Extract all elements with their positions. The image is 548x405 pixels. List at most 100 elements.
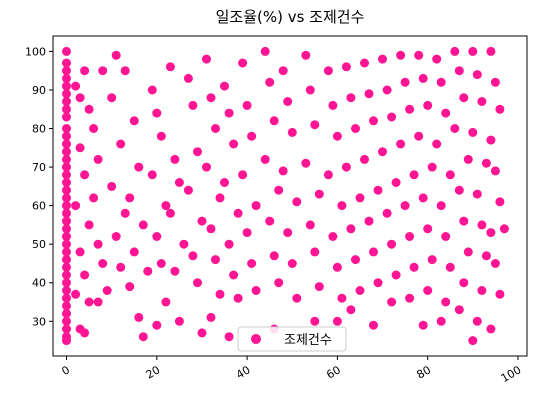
data-point (156, 259, 166, 268)
data-point (265, 77, 275, 87)
data-point (477, 286, 487, 295)
data-point (138, 332, 148, 342)
data-point (445, 262, 455, 272)
data-point (287, 259, 297, 268)
data-point (495, 289, 505, 299)
y-tick-label: 80 (32, 123, 46, 136)
data-point (427, 162, 437, 172)
data-point (179, 239, 189, 249)
data-point (323, 66, 333, 76)
data-point (427, 255, 437, 265)
x-tick-label: 20 (144, 363, 163, 381)
data-point (62, 201, 71, 211)
data-point (472, 70, 482, 80)
data-point (274, 278, 284, 288)
data-point (93, 297, 103, 307)
data-point (495, 104, 505, 114)
data-point (265, 216, 275, 226)
x-tick-label: 0 (59, 363, 72, 378)
plot-frame (52, 35, 528, 357)
data-point (215, 289, 225, 299)
data-point (310, 120, 320, 130)
data-point (378, 147, 387, 157)
legend: 조제건수 (237, 326, 347, 352)
data-point (486, 46, 496, 56)
data-point (405, 293, 415, 303)
data-point (364, 216, 374, 226)
data-point (414, 50, 424, 60)
data-point (62, 139, 71, 149)
data-point (62, 178, 71, 187)
data-point (84, 220, 94, 230)
data-point (242, 100, 252, 110)
data-point (62, 58, 71, 68)
data-point (206, 224, 216, 234)
data-point (125, 193, 135, 203)
data-point (423, 286, 433, 295)
data-point (387, 297, 397, 307)
data-point (373, 278, 383, 288)
y-tick-label: 90 (32, 84, 46, 97)
data-point (206, 93, 216, 103)
data-point (396, 50, 406, 60)
data-point (62, 262, 71, 272)
data-point (369, 320, 378, 330)
data-point (125, 282, 135, 292)
data-point (260, 46, 270, 56)
data-point (193, 147, 202, 157)
data-point (62, 247, 71, 257)
data-point (355, 286, 365, 295)
data-point (120, 66, 130, 76)
data-point (328, 100, 338, 110)
data-point (360, 58, 369, 68)
data-point (183, 185, 193, 195)
data-point (229, 139, 239, 149)
data-point (80, 270, 90, 280)
data-point (459, 93, 469, 103)
data-point (62, 46, 71, 56)
data-point (84, 104, 94, 114)
x-tick-label: 80 (415, 363, 434, 381)
data-point (481, 251, 491, 261)
data-point (147, 170, 157, 180)
data-point (418, 73, 428, 83)
data-point (116, 139, 126, 149)
data-point (499, 224, 509, 234)
data-point (486, 135, 496, 145)
data-point (391, 270, 401, 280)
data-point (292, 293, 302, 303)
data-point (369, 247, 378, 257)
data-point (278, 66, 288, 76)
data-point (251, 201, 261, 211)
data-point (414, 131, 424, 141)
data-point (459, 278, 469, 288)
data-point (107, 93, 117, 103)
data-point (107, 181, 117, 191)
data-point (202, 162, 211, 172)
data-point (283, 97, 293, 106)
data-point (490, 166, 500, 176)
data-point (206, 312, 216, 322)
points-layer (62, 46, 509, 346)
data-point (287, 127, 297, 137)
data-point (89, 193, 99, 203)
data-point (215, 193, 225, 203)
data-point (441, 297, 451, 307)
data-point (62, 81, 71, 91)
data-point (62, 66, 71, 76)
data-point (170, 266, 180, 276)
data-point (332, 131, 342, 141)
data-point (314, 282, 324, 292)
data-point (183, 73, 193, 83)
data-point (75, 93, 85, 103)
data-point (129, 247, 139, 257)
data-point (62, 270, 71, 280)
data-point (346, 224, 356, 234)
data-point (301, 50, 311, 60)
data-point (84, 297, 94, 307)
data-point (387, 112, 397, 122)
data-point (129, 116, 139, 126)
data-point (174, 316, 184, 326)
